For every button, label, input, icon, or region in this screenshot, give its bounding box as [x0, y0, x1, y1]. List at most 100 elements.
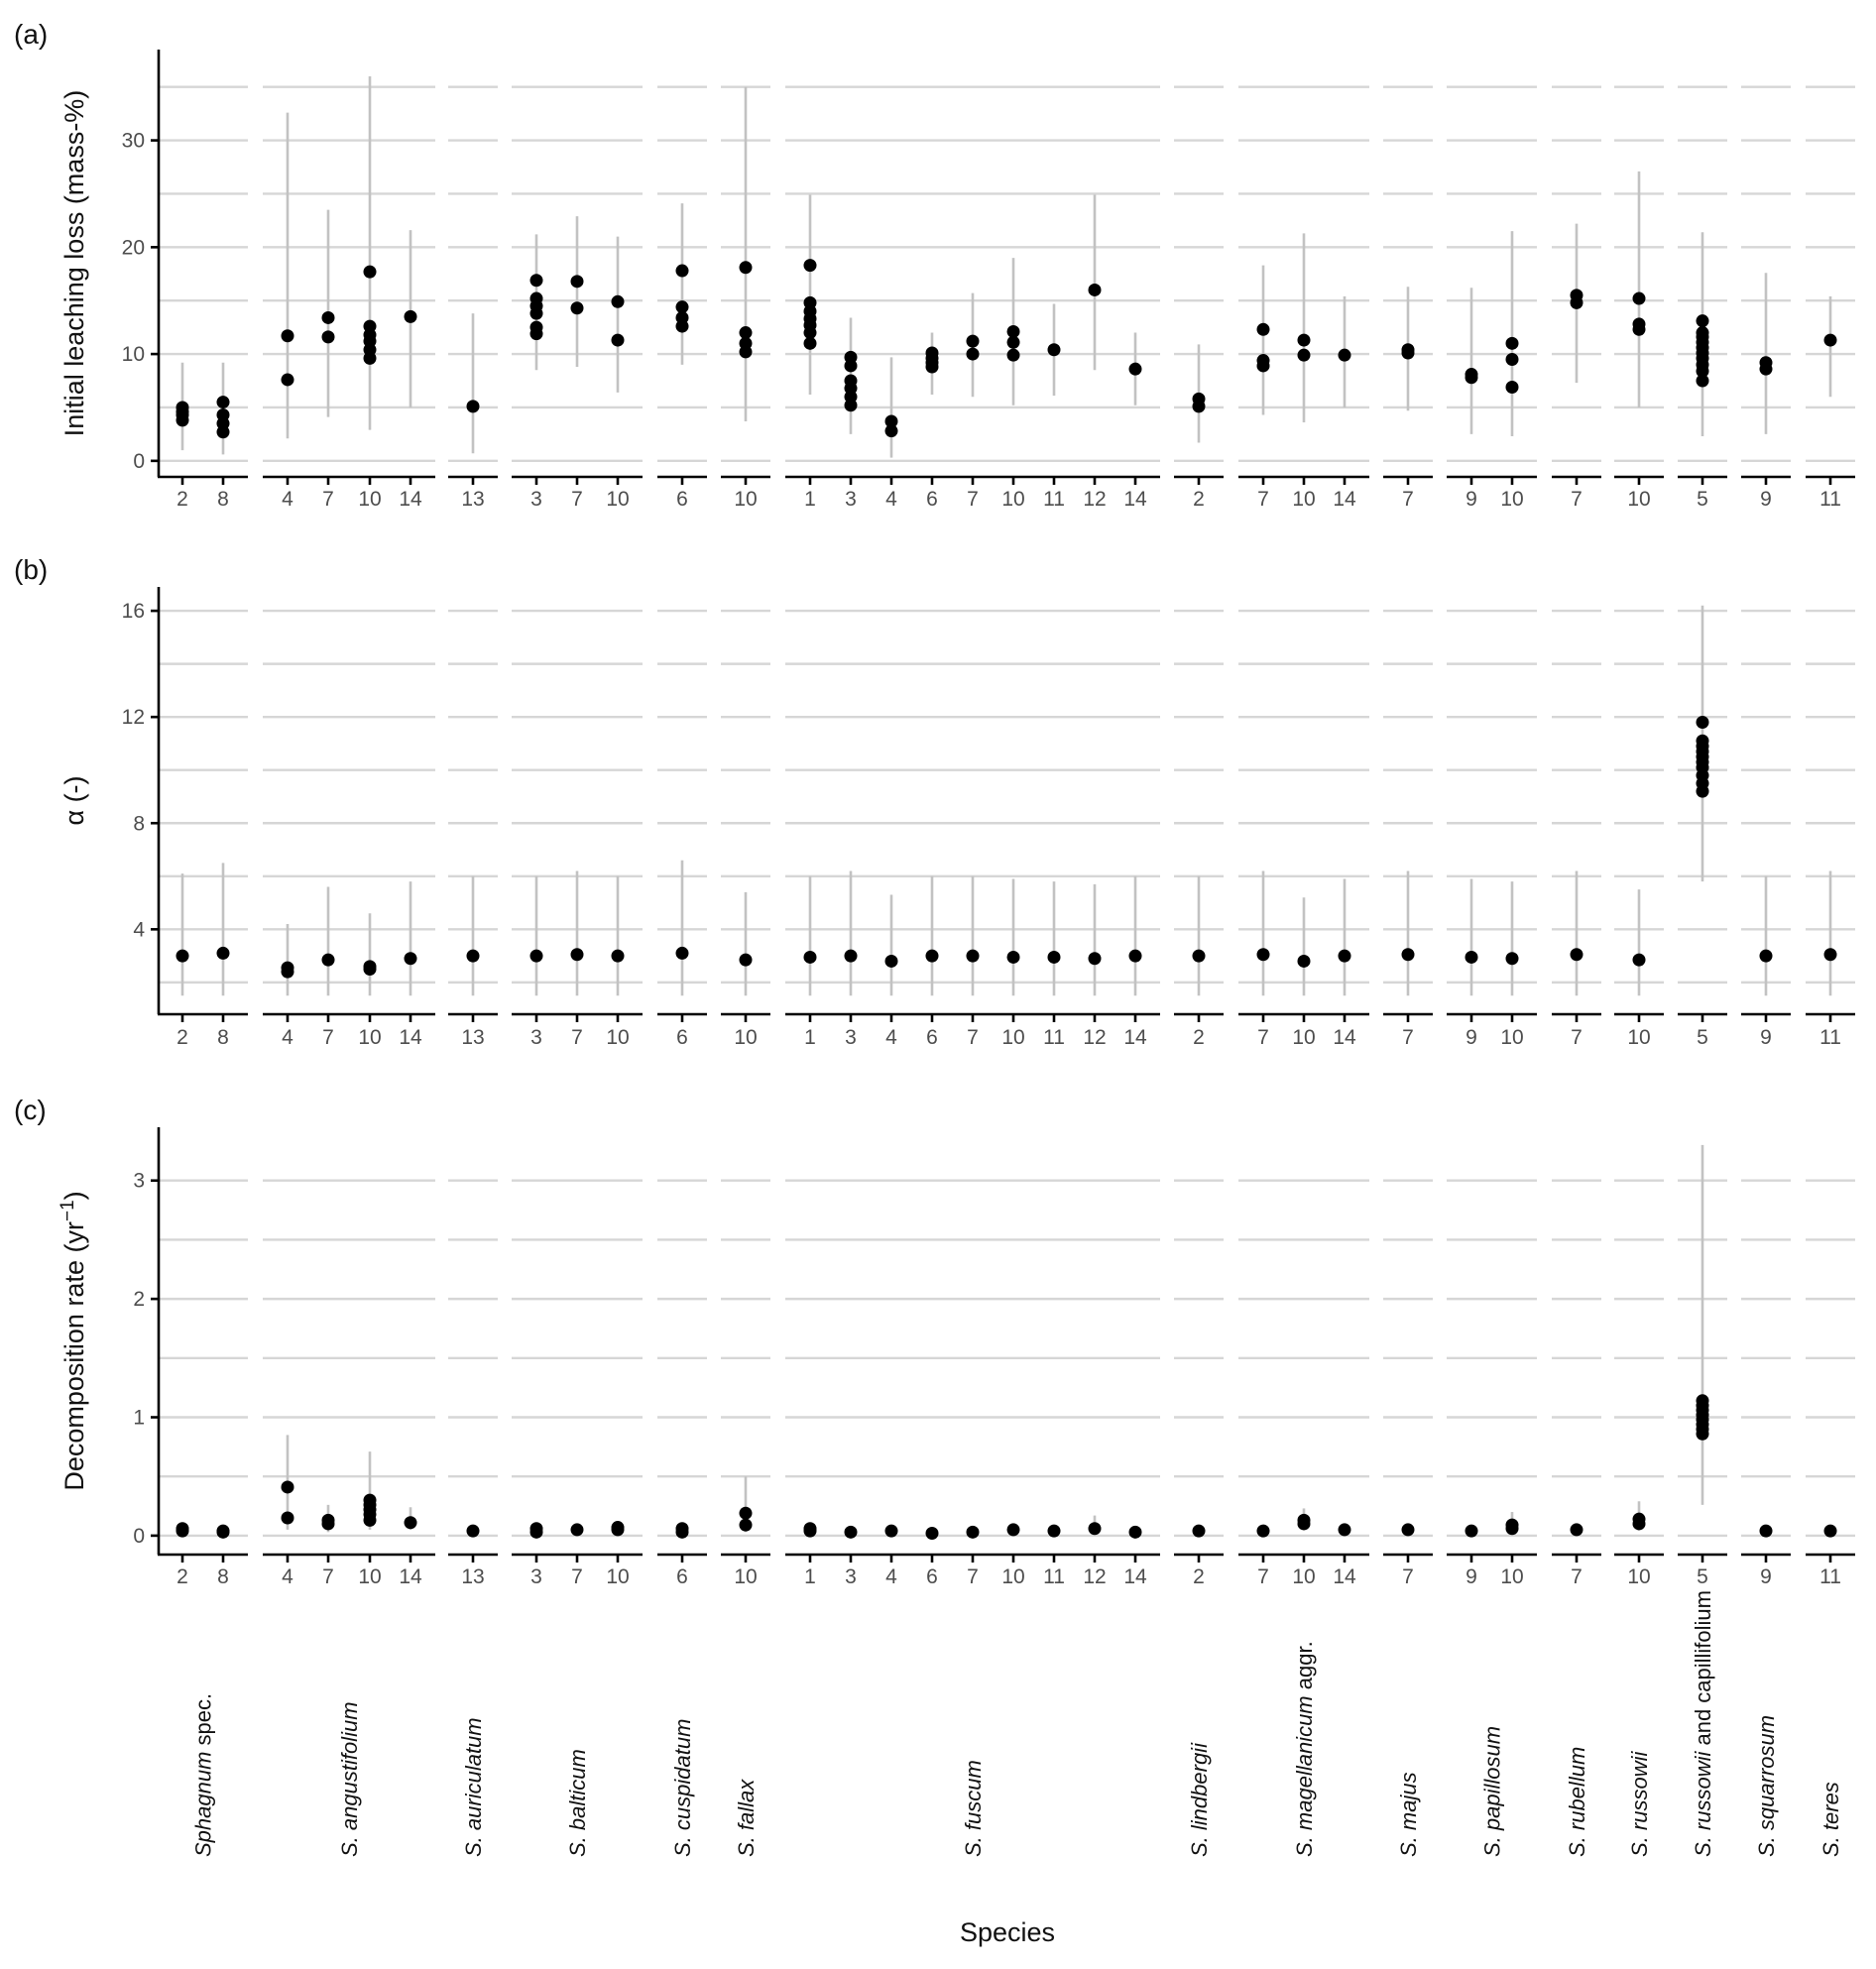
x-tick-label: 7	[1257, 1565, 1269, 1588]
species-label: S. papillosum	[1480, 1726, 1505, 1857]
data-point	[570, 301, 584, 315]
x-tick-label: 12	[1083, 1565, 1106, 1588]
data-point	[1047, 950, 1061, 964]
x-tick-label: 10	[1001, 488, 1024, 511]
data-point	[1465, 1524, 1478, 1538]
x-tick-label: 14	[1123, 1026, 1147, 1049]
y-axis-title-text: Decomposition rate (yr	[59, 1221, 89, 1491]
data-point	[739, 326, 753, 340]
data-point	[529, 291, 543, 305]
data-point	[529, 1522, 543, 1536]
data-point	[966, 949, 980, 963]
species-label: S. majus	[1396, 1772, 1421, 1857]
x-tick-label: 10	[606, 1565, 629, 1588]
data-point	[1759, 356, 1773, 370]
species-label-italic: S. auriculatum	[461, 1717, 486, 1857]
data-point	[1823, 1524, 1837, 1538]
data-point	[529, 320, 543, 334]
data-point	[1256, 948, 1270, 962]
species-label: S. russowii	[1627, 1751, 1652, 1857]
data-point	[1006, 950, 1020, 964]
data-point	[844, 374, 858, 388]
data-point	[1696, 314, 1709, 328]
x-tick-label: 6	[676, 1026, 688, 1049]
data-point	[803, 295, 817, 309]
x-tick-label: 11	[1819, 1565, 1841, 1588]
data-point	[611, 949, 625, 963]
x-tick-label: 7	[967, 1565, 979, 1588]
data-point	[1338, 1523, 1351, 1537]
data-point	[1696, 716, 1709, 730]
x-axis-title: Species	[960, 1917, 1055, 1947]
species-label-italic: S. rubellum	[1565, 1747, 1589, 1857]
data-point	[176, 949, 189, 963]
x-tick-label: 6	[926, 1026, 938, 1049]
y-tick-label: 4	[133, 918, 145, 941]
x-tick-label: 14	[1333, 1565, 1356, 1588]
data-point	[281, 1480, 294, 1494]
x-tick-label: 7	[1571, 1565, 1583, 1588]
species-label-italic: S. lindbergii	[1187, 1742, 1212, 1857]
data-point	[1006, 335, 1020, 349]
species-label: S. balticum	[565, 1749, 590, 1857]
species-label-italic: S. papillosum	[1480, 1726, 1505, 1857]
y-axis-title: α (-)	[59, 775, 89, 825]
x-tick-label: 14	[1123, 1565, 1147, 1588]
species-label-rest: and capillifolium	[1691, 1590, 1715, 1752]
species-label-italic: S. magellanicum	[1292, 1695, 1317, 1857]
x-tick-label: 6	[926, 488, 938, 511]
x-tick-label: 7	[1402, 1026, 1414, 1049]
species-label-italic: S. teres	[1818, 1782, 1843, 1857]
x-tick-label: 4	[885, 1565, 897, 1588]
data-point	[1696, 374, 1709, 388]
data-point	[176, 401, 189, 414]
data-point	[1088, 283, 1102, 296]
x-tick-label: 13	[461, 488, 484, 511]
x-tick-label: 11	[1819, 488, 1841, 511]
y-axis-title: Decomposition rate (yr−1)	[58, 1191, 89, 1490]
data-point	[884, 414, 898, 428]
data-point	[1570, 289, 1583, 302]
data-point	[1632, 317, 1646, 331]
x-tick-label: 14	[1123, 488, 1147, 511]
data-point	[1505, 336, 1519, 350]
x-tick-label: 10	[1001, 1026, 1024, 1049]
data-point	[966, 334, 980, 348]
data-point	[844, 1525, 858, 1539]
y-axis-title: Initial leaching loss (mass-%)	[59, 90, 89, 437]
species-label: S. squarrosum	[1754, 1715, 1779, 1857]
data-point	[1505, 952, 1519, 966]
data-point	[1505, 380, 1519, 394]
data-point	[739, 261, 753, 275]
x-tick-label: 5	[1697, 1026, 1708, 1049]
data-point	[1465, 368, 1478, 382]
data-point	[466, 949, 480, 963]
y-tick-label: 12	[122, 706, 145, 729]
data-point	[1823, 333, 1837, 347]
data-point	[1297, 954, 1311, 968]
data-point	[1696, 326, 1709, 340]
data-point	[1006, 324, 1020, 338]
data-point	[363, 319, 377, 333]
x-tick-label: 3	[530, 1026, 542, 1049]
y-tick-label: 20	[122, 236, 145, 259]
species-label: S. angustifolium	[337, 1701, 362, 1857]
data-point	[216, 946, 230, 960]
data-point	[1823, 948, 1837, 962]
data-point	[1465, 950, 1478, 964]
x-tick-label: 2	[1193, 1026, 1205, 1049]
data-point	[1256, 354, 1270, 368]
data-point	[675, 300, 689, 314]
species-label-italic: S. squarrosum	[1754, 1715, 1779, 1857]
y-tick-label: 16	[122, 600, 145, 623]
x-tick-label: 10	[1500, 1026, 1523, 1049]
x-tick-label: 10	[1627, 1026, 1650, 1049]
species-label: S. fallax	[734, 1779, 759, 1857]
data-point	[321, 953, 335, 967]
data-point	[570, 275, 584, 289]
y-axis-title-end: )	[59, 1191, 89, 1200]
x-tick-label: 14	[1333, 1026, 1356, 1049]
data-point	[404, 1516, 417, 1530]
data-point	[1006, 348, 1020, 362]
x-tick-label: 8	[217, 1026, 229, 1049]
